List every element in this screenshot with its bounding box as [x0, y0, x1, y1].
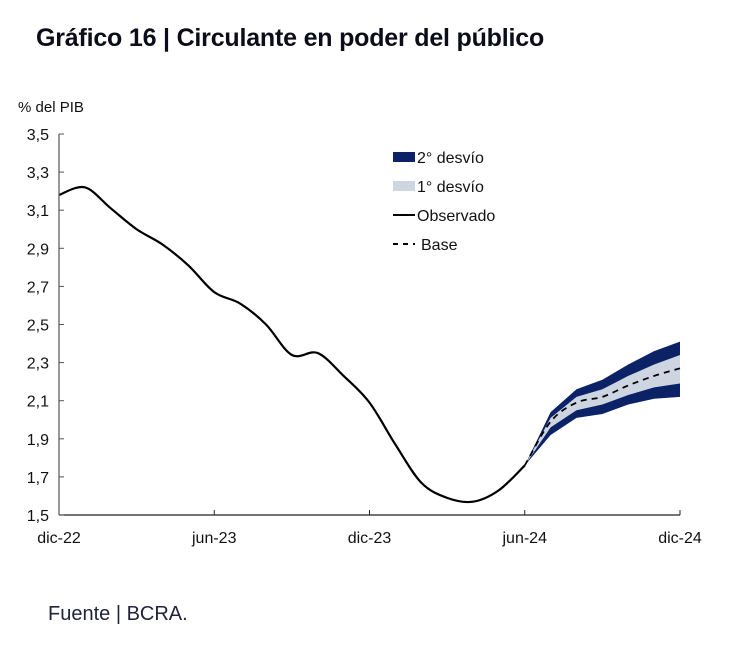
- axes: 3,5 3,3 3,1 2,9 2,7 2,5 2,3 2,1 1,9 1,7 1,5 dic-22 j…: [27, 127, 702, 547]
- y-tick-label: 1,9: [27, 432, 49, 449]
- y-tick-label: 2,3: [27, 356, 49, 373]
- legend-item-band_1sd: 1° desvío: [393, 179, 484, 196]
- x-tick-label: jun-24: [502, 530, 548, 547]
- y-tick-label: 2,9: [27, 241, 49, 258]
- band-1-sd: [524, 354, 680, 466]
- legend-swatch: [393, 152, 415, 162]
- x-tick-label: jun-23: [191, 530, 237, 547]
- source-note: Fuente | BCRA.: [48, 603, 188, 625]
- legend-label: 2° desvío: [417, 150, 484, 167]
- series-lines: [58, 185, 681, 504]
- x-tick-label: dic-23: [348, 530, 392, 547]
- legend-label: Base: [421, 237, 458, 254]
- series-line-base: [523, 367, 681, 466]
- legend-item-base: Base: [393, 237, 458, 254]
- y-tick-label: 3,3: [27, 165, 49, 182]
- y-tick-label: 2,1: [27, 394, 49, 411]
- legend-item-band_2sd: 2° desvío: [393, 150, 484, 167]
- y-tick-label: 1,5: [27, 508, 49, 525]
- legend: 2° desvío 1° desvío Observado Base: [393, 150, 495, 254]
- y-tick-label: 3,5: [27, 127, 49, 144]
- y-tick-label: 1,7: [27, 470, 49, 487]
- x-tick-label: dic-24: [658, 530, 702, 547]
- x-tick-label: dic-22: [37, 530, 81, 547]
- uncertainty-bands: [524, 341, 680, 466]
- chart-title: Gráfico 16 | Circulante en poder del púb…: [36, 24, 545, 52]
- y-tick-label: 2,7: [27, 279, 49, 296]
- y-tick-label: 3,1: [27, 203, 49, 220]
- legend-label: 1° desvío: [417, 179, 484, 196]
- legend-swatch: [393, 181, 415, 191]
- legend-label: Observado: [417, 208, 495, 225]
- legend-item-observed: Observado: [393, 208, 495, 225]
- y-tick-label: 2,5: [27, 318, 49, 335]
- series-line-observed: [58, 185, 526, 504]
- y-axis-title: % del PIB: [18, 99, 84, 116]
